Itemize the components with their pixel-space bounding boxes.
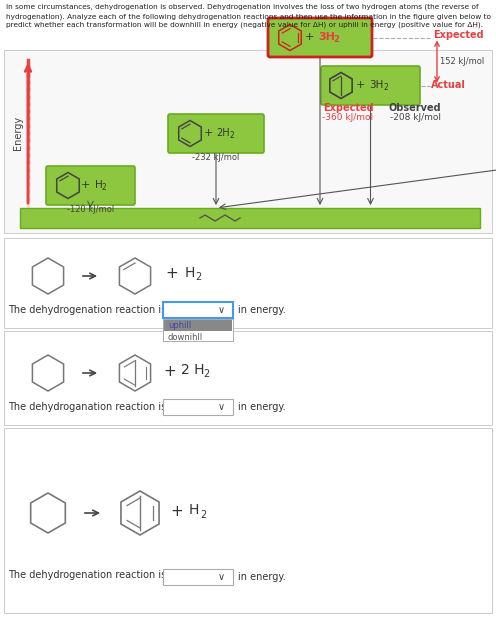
FancyBboxPatch shape [46, 166, 135, 205]
Text: +: + [80, 179, 90, 190]
FancyBboxPatch shape [168, 114, 264, 153]
Text: Actual: Actual [431, 80, 466, 90]
Text: ∨: ∨ [217, 572, 225, 582]
Bar [163, 569, 233, 585]
Text: 2H: 2H [216, 127, 230, 137]
Text: H: H [189, 503, 199, 517]
Text: H: H [95, 179, 103, 190]
Text: -360 kJ/mol: -360 kJ/mol [322, 112, 373, 122]
Text: Expected: Expected [323, 103, 373, 113]
Text: 3H: 3H [318, 32, 335, 41]
Text: hydrogenation). Analyze each of the following dehydrogenation reactions and then: hydrogenation). Analyze each of the foll… [6, 13, 491, 20]
Text: The dehydrogenation reaction is: The dehydrogenation reaction is [8, 305, 166, 315]
Text: -232 kJ/mol: -232 kJ/mol [192, 153, 240, 163]
Bar [163, 302, 233, 318]
Text: The dehydroganation reaction is: The dehydroganation reaction is [8, 402, 166, 412]
Bar [20, 208, 480, 228]
Text: +: + [164, 363, 177, 378]
Text: Expected: Expected [433, 30, 484, 41]
Text: 3H: 3H [369, 80, 383, 90]
Text: 2: 2 [229, 131, 234, 140]
Text: 2: 2 [203, 369, 209, 379]
Text: +: + [171, 504, 184, 519]
Bar [4, 331, 492, 425]
Bar [163, 319, 233, 341]
Text: 2: 2 [200, 510, 206, 520]
Text: 2: 2 [195, 272, 201, 282]
Text: ∨: ∨ [217, 402, 225, 412]
Text: 2 H: 2 H [181, 363, 204, 377]
Text: +: + [166, 266, 179, 282]
Text: Energy: Energy [13, 116, 23, 150]
Text: 152 kJ/mol: 152 kJ/mol [440, 57, 484, 66]
Text: The dehydrogenation reaction is: The dehydrogenation reaction is [8, 570, 166, 580]
Bar [4, 428, 492, 613]
Text: 2: 2 [383, 83, 388, 92]
Text: -208 kJ/mol: -208 kJ/mol [389, 112, 440, 122]
Bar [164, 320, 232, 331]
Text: in energy.: in energy. [238, 572, 286, 582]
Text: in energy.: in energy. [238, 305, 286, 315]
Text: downihll: downihll [168, 332, 203, 342]
Text: 2: 2 [102, 183, 107, 192]
Text: Observed: Observed [389, 103, 441, 113]
Bar [163, 399, 233, 415]
Text: in energy.: in energy. [238, 402, 286, 412]
FancyBboxPatch shape [268, 18, 372, 57]
Text: predict whether each transformation will be downhill in energy (negative value f: predict whether each transformation will… [6, 22, 483, 28]
Text: 2: 2 [333, 35, 339, 44]
Text: H: H [185, 266, 195, 280]
Text: ∨: ∨ [217, 305, 225, 315]
Text: +: + [203, 127, 213, 137]
Bar [4, 238, 492, 328]
Text: +: + [305, 32, 313, 41]
Text: -120 kJ/mol: -120 kJ/mol [67, 206, 114, 214]
FancyBboxPatch shape [321, 66, 420, 105]
Text: uphill: uphill [168, 321, 191, 330]
Bar [4, 50, 492, 233]
Text: In some circumstances, dehydrogenation is observed. Dehydrogenation involves the: In some circumstances, dehydrogenation i… [6, 4, 479, 11]
Text: +: + [355, 80, 365, 90]
